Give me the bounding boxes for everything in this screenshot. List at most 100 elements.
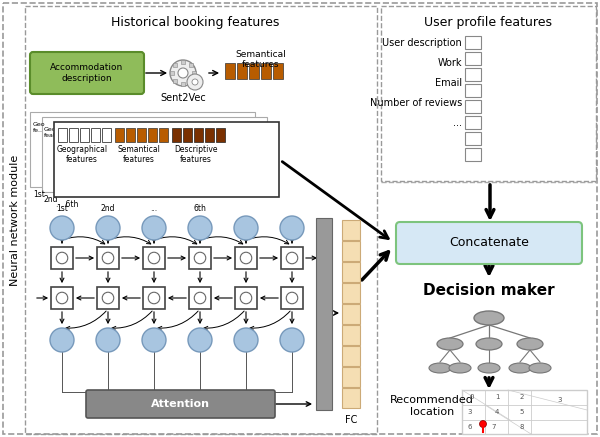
- Text: Semantical
features: Semantical features: [236, 50, 286, 69]
- Ellipse shape: [437, 338, 463, 350]
- Bar: [189, 247, 211, 269]
- Bar: [465, 68, 481, 81]
- Bar: [54, 122, 279, 197]
- Bar: [25, 6, 377, 434]
- Bar: [181, 82, 185, 86]
- Bar: [465, 132, 481, 145]
- Text: Neural network module: Neural network module: [10, 154, 20, 286]
- Circle shape: [188, 216, 212, 240]
- FancyBboxPatch shape: [396, 222, 582, 264]
- Bar: [205, 128, 214, 142]
- Text: 4: 4: [495, 409, 499, 415]
- Circle shape: [102, 252, 114, 264]
- Text: Historical booking features: Historical booking features: [111, 16, 279, 29]
- Bar: [51, 287, 73, 309]
- Ellipse shape: [429, 363, 451, 373]
- Bar: [97, 247, 119, 269]
- Text: Accommodation
description: Accommodation description: [50, 63, 124, 83]
- Bar: [30, 112, 255, 187]
- Circle shape: [192, 79, 198, 85]
- Ellipse shape: [509, 363, 531, 373]
- Text: Work: Work: [437, 58, 462, 68]
- Circle shape: [234, 328, 258, 352]
- Circle shape: [142, 216, 166, 240]
- Text: Geo
fe..: Geo fe..: [33, 122, 46, 133]
- Text: ...: ...: [151, 204, 158, 213]
- Text: 3: 3: [558, 397, 562, 403]
- Bar: [69, 128, 78, 142]
- Text: 3: 3: [468, 409, 472, 415]
- Text: ...: ...: [453, 118, 462, 128]
- Bar: [189, 287, 211, 309]
- Bar: [342, 220, 360, 240]
- Text: 5: 5: [520, 409, 524, 415]
- Bar: [172, 128, 181, 142]
- Circle shape: [102, 292, 114, 304]
- Text: 7: 7: [492, 424, 496, 430]
- Text: FC: FC: [345, 415, 357, 425]
- Circle shape: [170, 60, 196, 86]
- Circle shape: [286, 252, 298, 264]
- Circle shape: [56, 292, 68, 304]
- Text: 8: 8: [520, 424, 524, 430]
- Bar: [189, 63, 193, 67]
- Bar: [381, 6, 596, 181]
- Text: 2: 2: [520, 394, 524, 400]
- Bar: [342, 304, 360, 324]
- Ellipse shape: [449, 363, 471, 373]
- Text: 6: 6: [468, 424, 472, 430]
- Ellipse shape: [476, 338, 502, 350]
- Bar: [173, 79, 177, 83]
- Circle shape: [286, 292, 298, 304]
- Bar: [91, 128, 100, 142]
- Bar: [194, 128, 203, 142]
- Bar: [143, 247, 165, 269]
- Bar: [465, 100, 481, 113]
- Text: Attention: Attention: [151, 399, 210, 409]
- Circle shape: [142, 328, 166, 352]
- Bar: [51, 247, 73, 269]
- Bar: [273, 63, 283, 79]
- Bar: [97, 287, 119, 309]
- Bar: [281, 287, 303, 309]
- Text: 1st: 1st: [56, 204, 68, 213]
- Bar: [342, 346, 360, 366]
- Text: Recommended
location: Recommended location: [390, 395, 474, 416]
- Text: Decision maker: Decision maker: [423, 283, 555, 298]
- Bar: [465, 116, 481, 129]
- Ellipse shape: [529, 363, 551, 373]
- FancyBboxPatch shape: [86, 390, 275, 418]
- Circle shape: [50, 216, 74, 240]
- Bar: [115, 128, 124, 142]
- Text: Sent2Vec: Sent2Vec: [160, 93, 206, 103]
- Bar: [342, 241, 360, 261]
- Text: User description: User description: [382, 38, 462, 48]
- Text: 6th: 6th: [194, 204, 206, 213]
- Circle shape: [194, 252, 206, 264]
- FancyBboxPatch shape: [30, 52, 144, 94]
- Text: Descriptive
features: Descriptive features: [174, 145, 218, 164]
- Bar: [170, 71, 174, 75]
- Bar: [342, 367, 360, 387]
- Circle shape: [240, 252, 252, 264]
- Bar: [102, 128, 111, 142]
- Circle shape: [178, 68, 188, 78]
- Circle shape: [194, 292, 206, 304]
- Bar: [261, 63, 271, 79]
- Ellipse shape: [474, 311, 504, 325]
- Bar: [192, 71, 196, 75]
- Bar: [137, 128, 146, 142]
- Bar: [143, 287, 165, 309]
- Circle shape: [148, 292, 160, 304]
- Text: Geographical
features: Geographical features: [56, 145, 107, 164]
- Bar: [189, 79, 193, 83]
- Text: 1st: 1st: [33, 190, 45, 199]
- Circle shape: [479, 420, 487, 427]
- Text: Geogra
features: Geogra features: [44, 127, 70, 138]
- Circle shape: [280, 216, 304, 240]
- Circle shape: [56, 252, 68, 264]
- Text: Concatenate: Concatenate: [449, 236, 529, 250]
- Text: Email: Email: [435, 78, 462, 88]
- Bar: [342, 325, 360, 345]
- Text: 0: 0: [470, 394, 474, 400]
